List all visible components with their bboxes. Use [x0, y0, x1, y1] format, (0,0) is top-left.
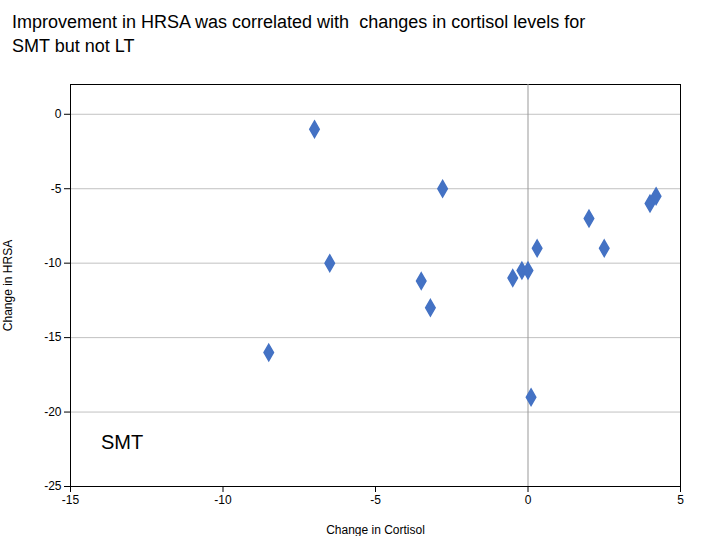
- svg-text:-25: -25: [44, 479, 62, 493]
- svg-text:-10: -10: [44, 256, 62, 270]
- html-text:Improvement in HRSA was correl: Improvement in HRSA was correlated with …: [12, 12, 586, 56]
- svg-text:-10: -10: [214, 493, 232, 507]
- svg-text:SMT: SMT: [101, 431, 143, 453]
- svg-text:-15: -15: [44, 330, 62, 344]
- svg-text:-15: -15: [62, 493, 80, 507]
- svg-text:0: 0: [525, 493, 532, 507]
- svg-text:Change in HRSA: Change in HRSA: [1, 240, 15, 331]
- svg-text:5: 5: [677, 493, 684, 507]
- svg-text:-20: -20: [44, 405, 62, 419]
- svg-text:-5: -5: [51, 182, 62, 196]
- svg-text:-5: -5: [370, 493, 381, 507]
- svg-text:0: 0: [55, 107, 62, 121]
- svg-text:Change in Cortisol: Change in Cortisol: [326, 523, 425, 537]
